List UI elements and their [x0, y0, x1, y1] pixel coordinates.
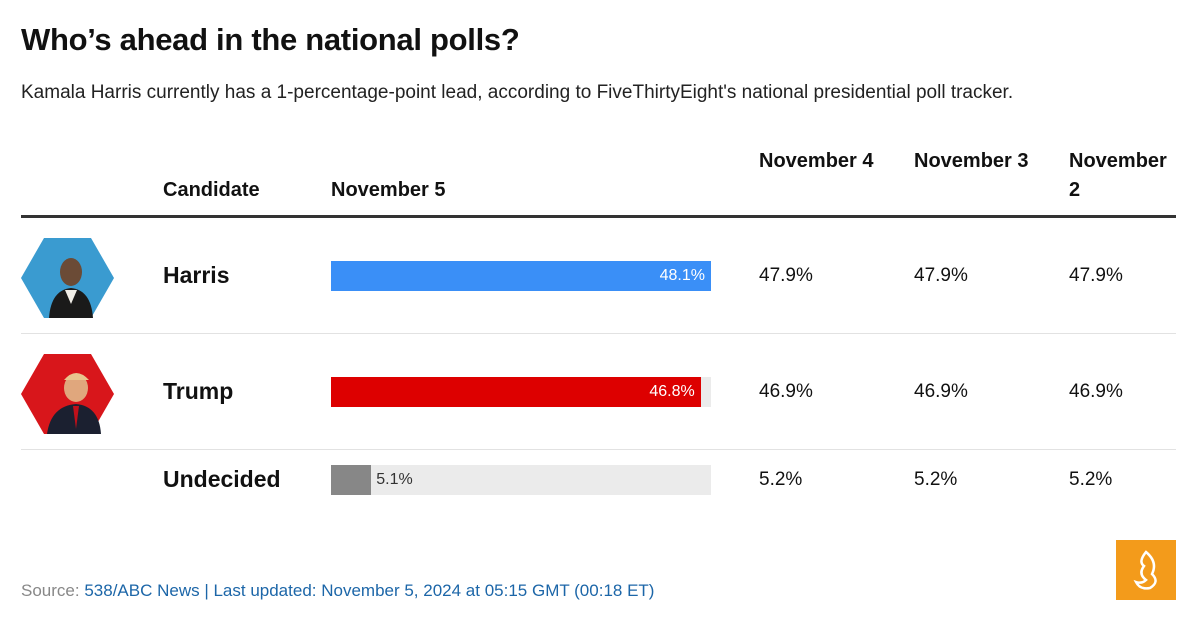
column-header: November 2	[1069, 150, 1167, 201]
bar-track	[331, 465, 711, 495]
bar	[331, 465, 372, 495]
header-rule	[21, 215, 1176, 218]
source-text[interactable]: 538/ABC News | Last updated: November 5,…	[84, 581, 655, 600]
cell: 47.9%	[1069, 265, 1123, 286]
harris-photo	[21, 238, 114, 318]
cell: 5.2%	[1069, 469, 1113, 490]
column-header: November 5	[331, 179, 446, 201]
bar-label: 46.8%	[649, 383, 695, 400]
cell: 5.2%	[759, 469, 803, 490]
cell: 46.9%	[914, 381, 968, 402]
cell: 46.9%	[759, 381, 813, 402]
row-rule	[21, 449, 1176, 450]
column-header: November 4	[759, 150, 874, 172]
trump-photo	[21, 354, 114, 434]
logo	[1116, 540, 1176, 600]
bar-label: 48.1%	[659, 267, 705, 284]
source: Source: 538/ABC News | Last updated: Nov…	[21, 581, 654, 601]
bar	[331, 261, 711, 291]
title: Who’s ahead in the national polls?	[21, 22, 520, 57]
cell: 47.9%	[759, 265, 813, 286]
subtitle: Kamala Harris currently has a 1-percenta…	[21, 82, 1014, 103]
source-label: Source:	[21, 581, 80, 600]
column-header: November 3	[914, 150, 1029, 172]
candidate-name: Undecided	[163, 466, 281, 492]
cell: 46.9%	[1069, 381, 1123, 402]
bar-label: 5.1%	[376, 471, 413, 488]
bar	[331, 377, 701, 407]
column-header: Candidate	[163, 179, 260, 201]
cell: 5.2%	[914, 469, 958, 490]
candidate-name: Harris	[163, 262, 230, 288]
row-rule	[21, 333, 1176, 334]
candidate-name: Trump	[163, 378, 234, 404]
cell: 47.9%	[914, 265, 968, 286]
